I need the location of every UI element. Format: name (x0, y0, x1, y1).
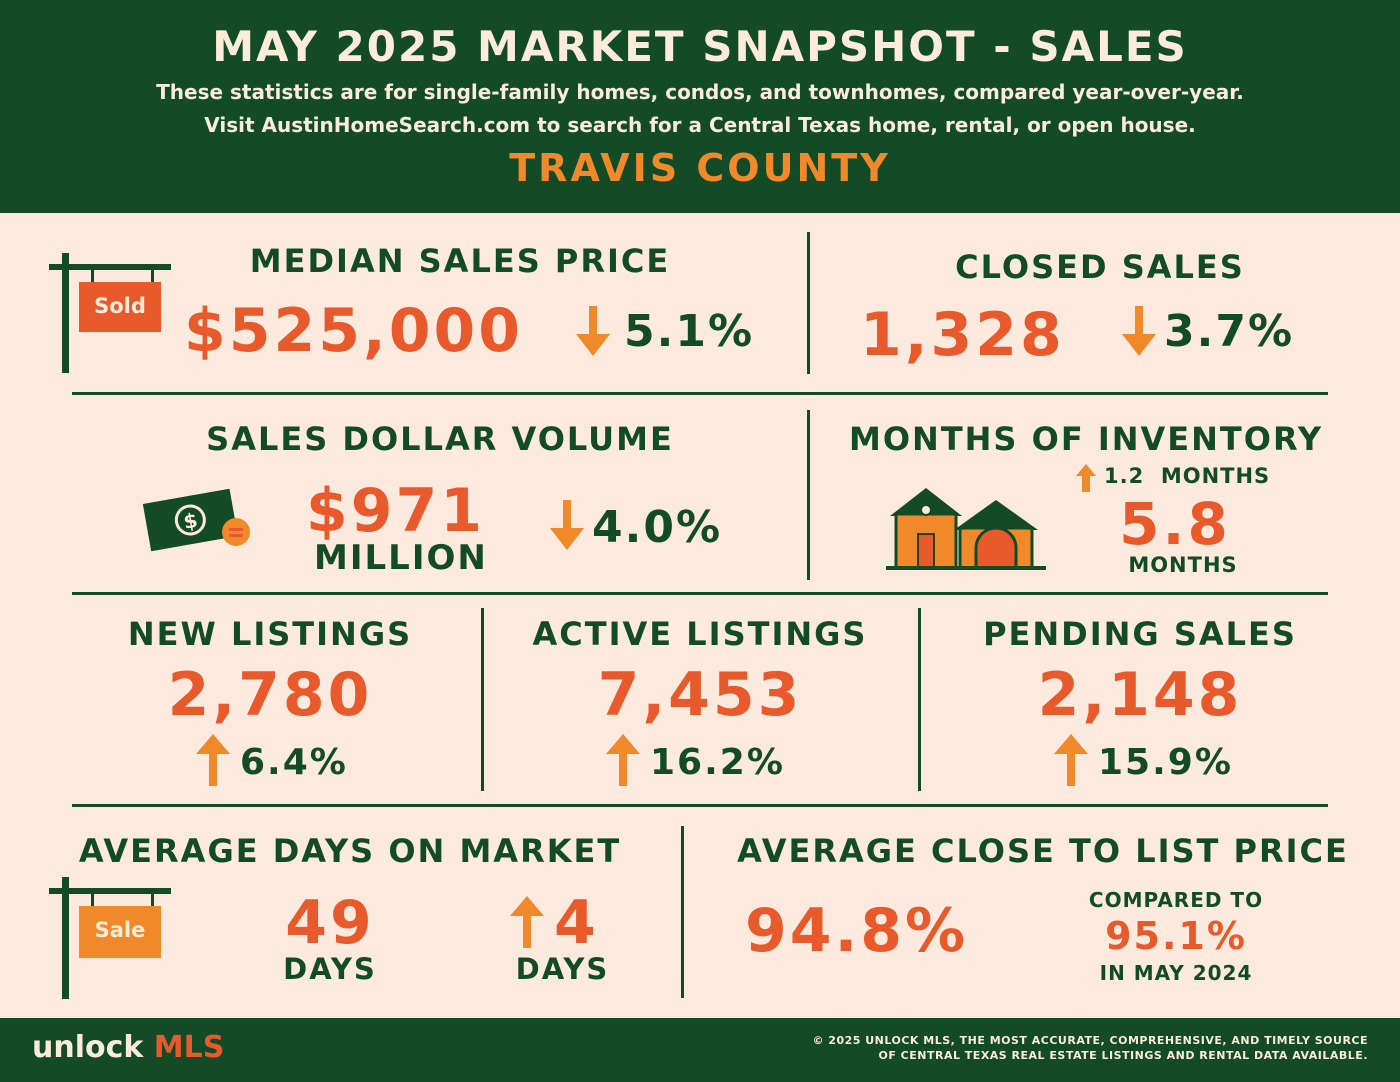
closed-sales-label: CLOSED SALES (955, 248, 1245, 286)
average-days-on-market-label: AVERAGE DAYS ON MARKET (78, 832, 622, 870)
copyright-line-1: © 2025 UNLOCK MLS, THE MOST ACCURATE, CO… (812, 1034, 1368, 1047)
header-banner (0, 0, 1400, 213)
average-days-on-market-change-unit: DAYS (515, 952, 610, 986)
footer-bar (0, 1018, 1400, 1082)
money-bill-icon: $ (142, 488, 250, 552)
unlock-mls-logo: unlock MLS (32, 1030, 224, 1065)
closed-sales-value: 1,328 (860, 300, 1065, 370)
sales-dollar-volume-unit: MILLION (314, 538, 488, 578)
active-listings-change: 16.2% (650, 742, 785, 783)
new-listings-value: 2,780 (167, 660, 373, 730)
arrow-up-icon (196, 734, 230, 786)
sales-dollar-volume-change: 4.0% (592, 502, 723, 553)
house-icon (886, 488, 1046, 570)
new-listings-change: 6.4% (240, 742, 348, 783)
arrow-up-icon (1076, 464, 1096, 492)
average-close-to-list-value: 94.8% (745, 896, 969, 966)
arrow-up-icon (1054, 734, 1088, 786)
divider-vertical-2 (807, 410, 810, 580)
compared-to-label: COMPARED TO (1088, 888, 1264, 912)
sale-sign-text: Sale (94, 918, 146, 942)
arrow-down-icon (576, 306, 610, 356)
new-listings-label: NEW LISTINGS (127, 615, 413, 653)
sales-dollar-volume-label: SALES DOLLAR VOLUME (206, 420, 674, 458)
arrow-up-icon (606, 734, 640, 786)
sales-dollar-volume-value: $971 (306, 476, 485, 546)
average-days-on-market-unit: DAYS (283, 952, 377, 986)
months-of-inventory-value: 5.8 (1119, 490, 1231, 558)
arrow-up-icon (510, 896, 544, 948)
subtitle-line-1: These statistics are for single-family h… (156, 80, 1244, 104)
average-days-on-market-value: 49 (285, 888, 375, 958)
divider-vertical-3 (481, 608, 484, 791)
divider-vertical-4 (918, 608, 921, 791)
logo-mls: MLS (153, 1030, 225, 1065)
months-of-inventory-label: MONTHS OF INVENTORY (848, 420, 1323, 458)
average-close-to-list-label: AVERAGE CLOSE TO LIST PRICE (737, 832, 1349, 870)
divider-horizontal-1 (72, 392, 1328, 395)
arrow-down-icon (1122, 306, 1156, 356)
sold-sign-text: Sold (94, 294, 146, 318)
active-listings-value: 7,453 (597, 660, 803, 730)
copyright-line-2: OF CENTRAL TEXAS REAL ESTATE LISTINGS AN… (878, 1049, 1368, 1062)
logo-word: unlock (32, 1030, 144, 1065)
divider-horizontal-3 (72, 804, 1328, 807)
divider-horizontal-2 (72, 592, 1328, 595)
divider-vertical-5 (681, 826, 684, 998)
closed-sales-change: 3.7% (1164, 306, 1295, 357)
subtitle-line-2: Visit AustinHomeSearch.com to search for… (204, 113, 1196, 137)
page-title: MAY 2025 MARKET SNAPSHOT - SALES (212, 22, 1188, 71)
arrow-down-icon (550, 500, 584, 550)
compared-period: IN MAY 2024 (1099, 961, 1253, 985)
pending-sales-value: 2,148 (1037, 660, 1243, 730)
pending-sales-label: PENDING SALES (983, 615, 1297, 653)
months-of-inventory-unit: MONTHS (1128, 553, 1238, 577)
median-sales-price-change: 5.1% (624, 306, 755, 357)
median-sales-price-value: $525,000 (184, 296, 524, 366)
median-sales-price-label: MEDIAN SALES PRICE (249, 242, 671, 280)
divider-vertical-1 (807, 232, 810, 374)
pending-sales-change: 15.9% (1098, 742, 1233, 783)
months-of-inventory-change: 1.2 MONTHS (1104, 464, 1271, 488)
sold-sign-icon (49, 253, 171, 373)
active-listings-label: ACTIVE LISTINGS (532, 615, 868, 653)
county-title: TRAVIS COUNTY (509, 146, 891, 190)
average-days-on-market-change: 4 (554, 888, 596, 958)
svg-text:$: $ (182, 508, 200, 534)
sale-sign-icon (49, 877, 171, 999)
compared-value: 95.1% (1105, 914, 1247, 958)
